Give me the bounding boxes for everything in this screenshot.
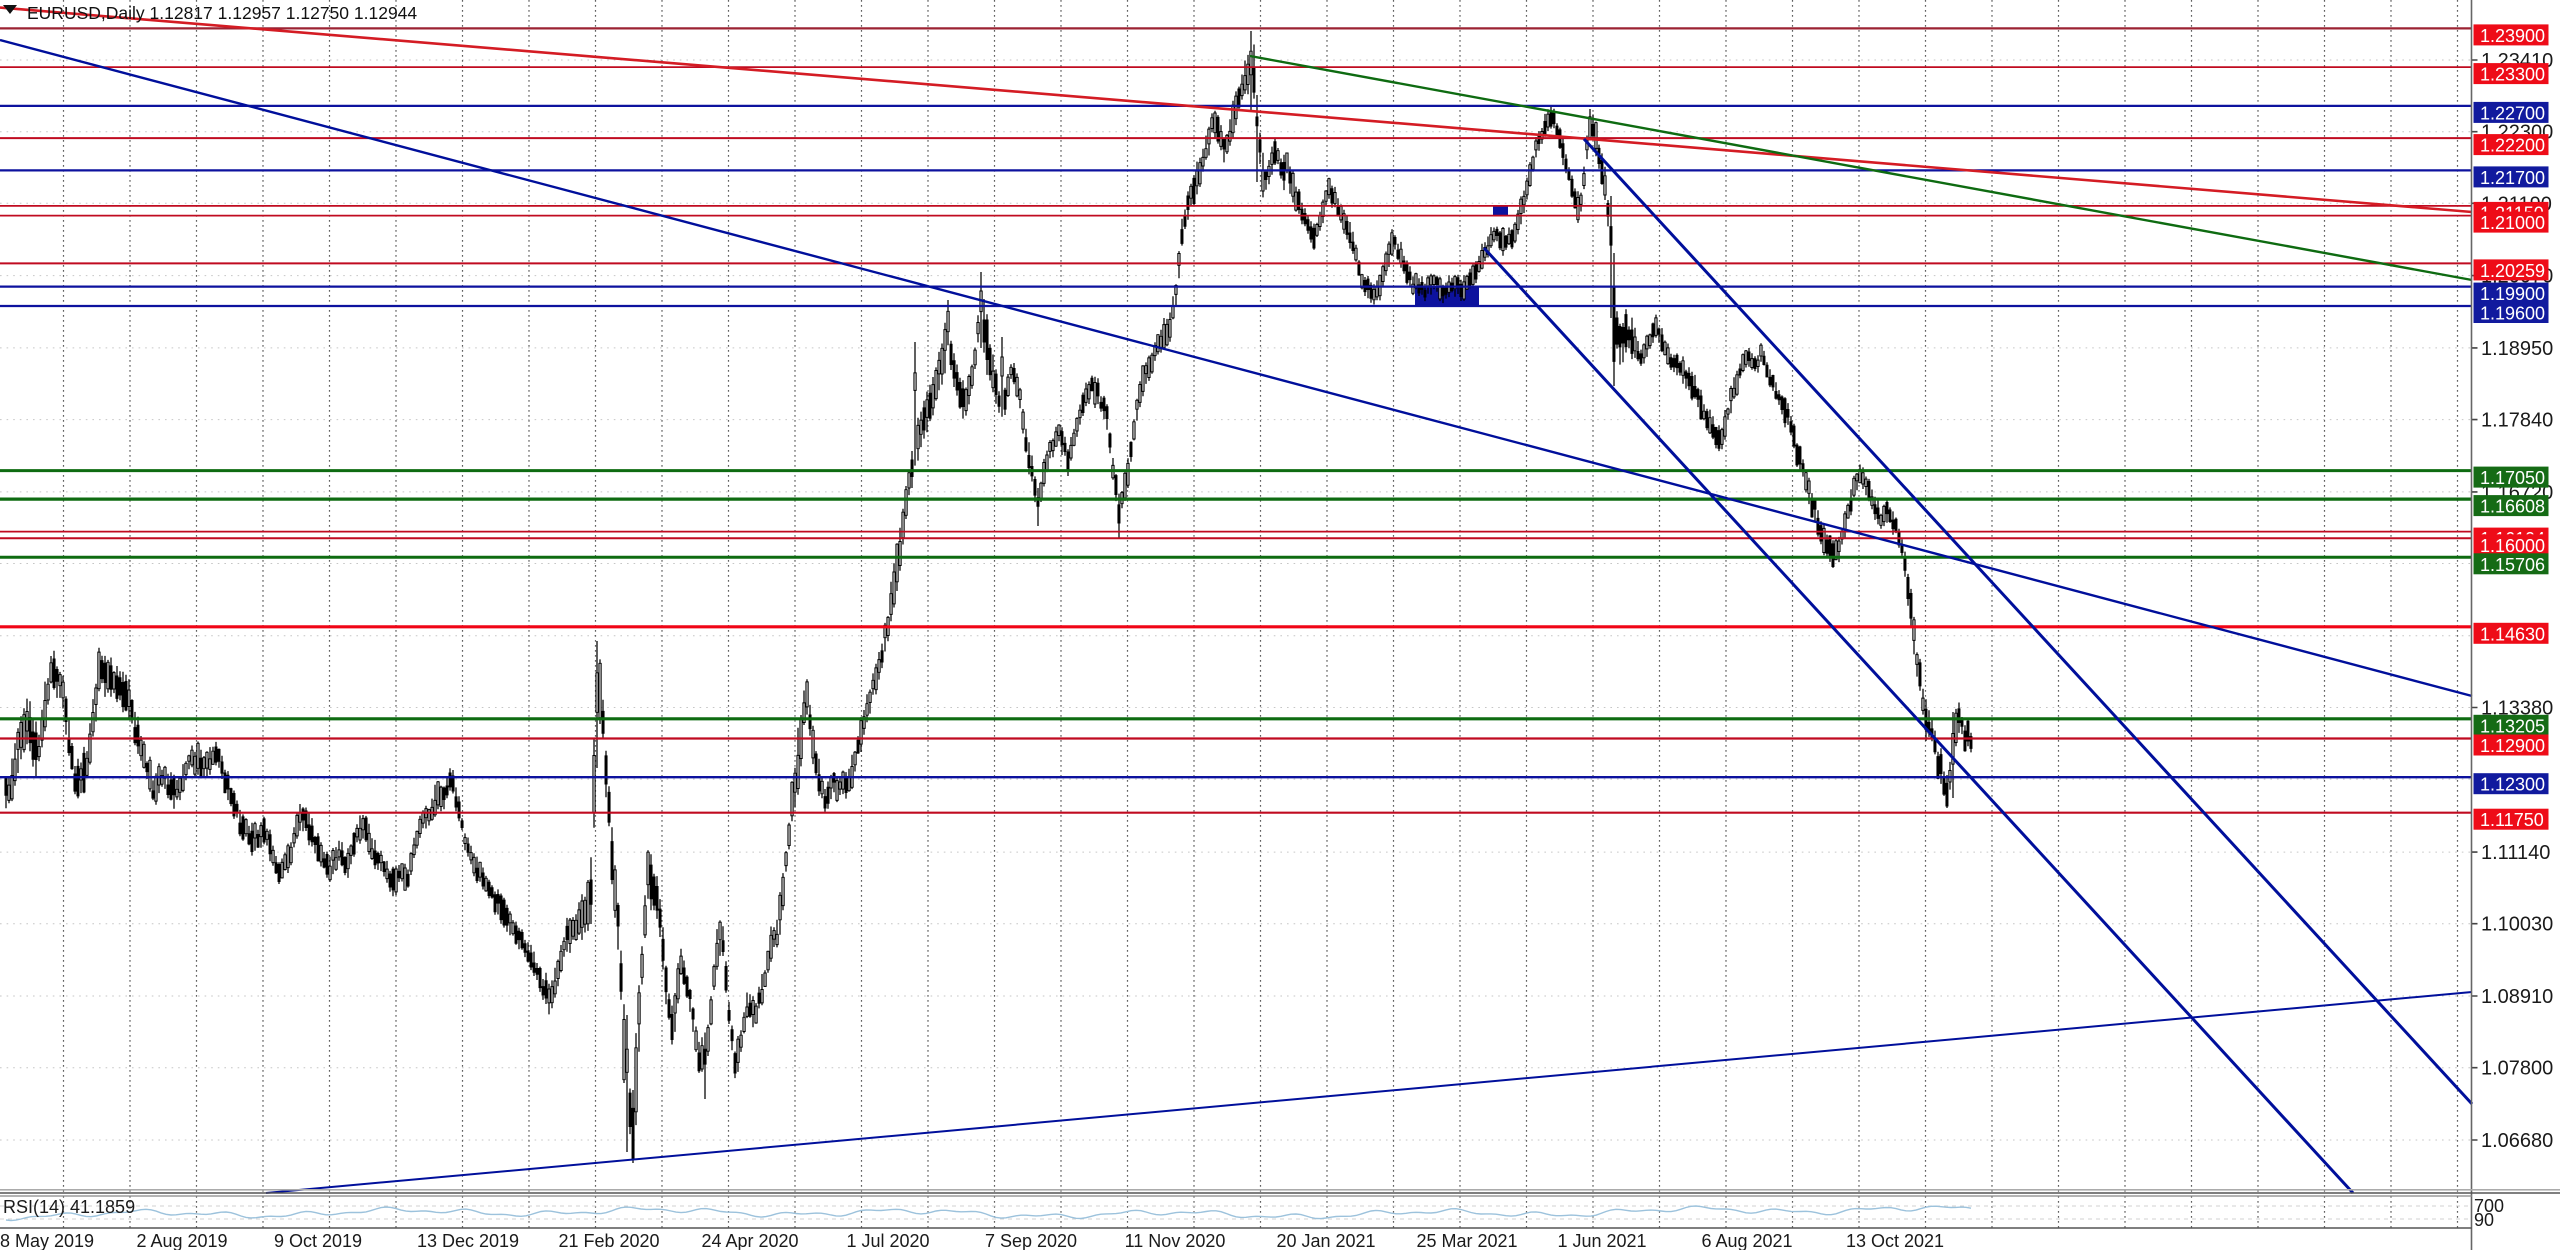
- svg-text:1.16000: 1.16000: [2480, 536, 2545, 556]
- svg-text:1.22700: 1.22700: [2480, 103, 2545, 123]
- svg-text:21 Feb 2020: 21 Feb 2020: [558, 1231, 659, 1250]
- svg-text:1.21000: 1.21000: [2480, 213, 2545, 233]
- svg-text:1.13205: 1.13205: [2480, 716, 2545, 736]
- svg-text:1.14630: 1.14630: [2480, 624, 2545, 644]
- svg-text:1.17050: 1.17050: [2480, 468, 2545, 488]
- svg-text:700: 700: [2474, 1196, 2504, 1216]
- svg-text:1.18950: 1.18950: [2481, 338, 2553, 360]
- svg-text:90: 90: [2474, 1210, 2494, 1230]
- svg-text:1.11140: 1.11140: [2481, 842, 2550, 864]
- svg-text:1 Jun 2021: 1 Jun 2021: [1557, 1231, 1646, 1250]
- svg-text:1.10030: 1.10030: [2481, 914, 2553, 936]
- svg-text:2 Aug 2019: 2 Aug 2019: [136, 1231, 227, 1250]
- svg-text:1.07800: 1.07800: [2481, 1058, 2553, 1080]
- svg-text:RSI(14) 41.1859: RSI(14) 41.1859: [3, 1197, 135, 1217]
- svg-text:9 Oct 2019: 9 Oct 2019: [274, 1231, 362, 1250]
- svg-text:1.08910: 1.08910: [2481, 986, 2553, 1008]
- svg-text:1.12300: 1.12300: [2480, 775, 2545, 795]
- svg-text:1.23900: 1.23900: [2480, 26, 2545, 46]
- svg-text:28 May 2019: 28 May 2019: [0, 1231, 94, 1250]
- svg-text:1.23300: 1.23300: [2480, 65, 2545, 85]
- svg-text:EURUSD,Daily 1.12817 1.12957: EURUSD,Daily 1.12817 1.12957 1.12750 1.1…: [27, 3, 417, 23]
- svg-text:1.19900: 1.19900: [2480, 284, 2545, 304]
- svg-text:1.17840: 1.17840: [2481, 410, 2553, 432]
- svg-text:1 Jul 2020: 1 Jul 2020: [846, 1231, 929, 1250]
- svg-text:13 Dec 2019: 13 Dec 2019: [417, 1231, 519, 1250]
- svg-text:7 Sep 2020: 7 Sep 2020: [985, 1231, 1077, 1250]
- svg-text:1.11750: 1.11750: [2480, 810, 2544, 830]
- svg-text:25 Mar 2021: 25 Mar 2021: [1416, 1231, 1517, 1250]
- svg-text:11 Nov 2020: 11 Nov 2020: [1125, 1231, 1226, 1250]
- svg-text:6 Aug 2021: 6 Aug 2021: [1701, 1231, 1792, 1250]
- svg-text:1.19600: 1.19600: [2480, 304, 2545, 324]
- svg-text:1.13380: 1.13380: [2481, 698, 2553, 720]
- svg-text:1.12900: 1.12900: [2480, 736, 2545, 756]
- svg-text:1.22200: 1.22200: [2480, 136, 2545, 156]
- svg-text:1.20259: 1.20259: [2480, 261, 2545, 281]
- svg-text:13 Oct 2021: 13 Oct 2021: [1846, 1231, 1944, 1250]
- svg-text:24 Apr 2020: 24 Apr 2020: [701, 1231, 798, 1250]
- svg-text:1.15706: 1.15706: [2480, 555, 2545, 575]
- svg-text:1.06680: 1.06680: [2481, 1130, 2553, 1152]
- svg-text:20 Jan 2021: 20 Jan 2021: [1276, 1231, 1375, 1250]
- svg-text:1.16608: 1.16608: [2480, 497, 2545, 517]
- svg-text:1.21700: 1.21700: [2480, 168, 2545, 188]
